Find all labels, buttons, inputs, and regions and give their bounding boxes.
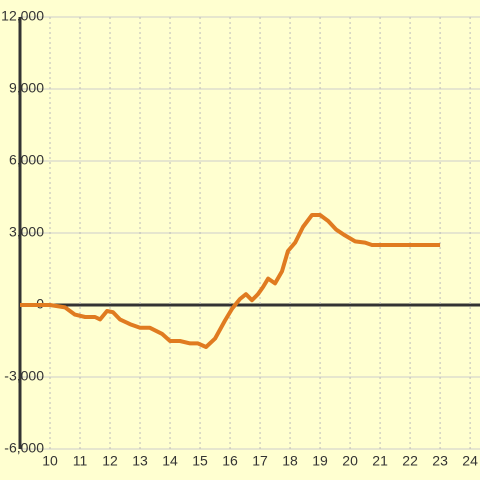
- x-tick-label: 15: [192, 453, 208, 469]
- data-line: [20, 213, 441, 349]
- x-tick-label: 22: [402, 453, 418, 469]
- y-tick-label: 9,000: [9, 80, 44, 96]
- x-tick-label: 13: [132, 453, 148, 469]
- x-tick-label: 16: [222, 453, 238, 469]
- y-tick-label: -6,000: [4, 440, 44, 456]
- x-tick-label: 17: [252, 453, 268, 469]
- x-tick-label: 11: [73, 453, 88, 469]
- x-tick-label: 12: [102, 453, 118, 469]
- x-tick-label: 23: [432, 453, 448, 469]
- x-tick-label: 21: [372, 453, 388, 469]
- x-tick-label: 18: [282, 453, 298, 469]
- y-tick-label: 6,000: [9, 152, 44, 168]
- y-tick-label: 12,000: [1, 8, 44, 24]
- x-tick-label: 20: [342, 453, 358, 469]
- y-tick-label: 3,000: [9, 224, 44, 240]
- y-tick-label: -3,000: [4, 368, 44, 384]
- x-tick-label: 24: [462, 453, 478, 469]
- x-tick-label: 10: [42, 453, 58, 469]
- x-tick-label: 14: [162, 453, 178, 469]
- x-tick-label: 19: [312, 453, 328, 469]
